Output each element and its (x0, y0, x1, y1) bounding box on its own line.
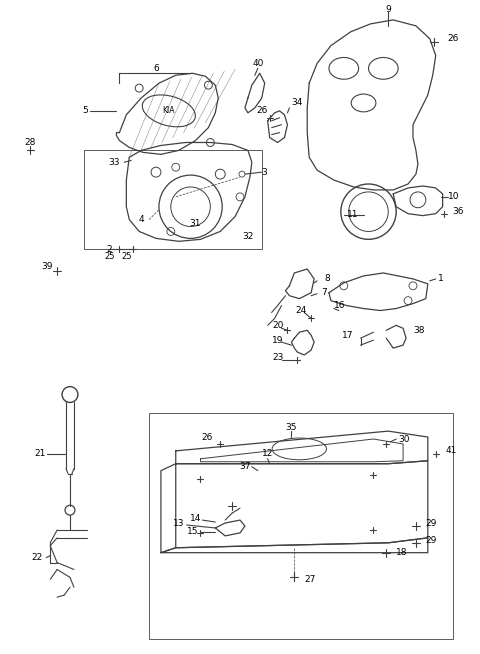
Text: 32: 32 (242, 232, 253, 241)
Text: 31: 31 (190, 219, 201, 228)
Text: 26: 26 (201, 432, 212, 441)
Text: 4: 4 (138, 215, 144, 224)
Text: 14: 14 (190, 513, 201, 523)
Text: 19: 19 (272, 336, 283, 345)
Text: 22: 22 (32, 553, 43, 562)
Text: 7: 7 (321, 288, 327, 297)
Text: 40: 40 (252, 59, 264, 68)
Text: 27: 27 (304, 575, 316, 584)
Bar (149, 413, 454, 639)
Text: 6: 6 (153, 64, 159, 73)
Text: 13: 13 (173, 519, 184, 528)
Text: 1: 1 (438, 275, 444, 283)
Text: 26: 26 (447, 34, 459, 43)
Text: 16: 16 (334, 301, 346, 310)
Text: 11: 11 (347, 210, 359, 219)
Text: 24: 24 (296, 306, 307, 315)
Text: 37: 37 (239, 462, 251, 471)
Text: 28: 28 (24, 138, 36, 147)
Text: 9: 9 (385, 5, 391, 14)
Text: 33: 33 (108, 158, 120, 167)
Text: 2: 2 (107, 245, 112, 254)
Bar (84, 150, 262, 249)
Text: 29: 29 (426, 519, 437, 528)
Text: 36: 36 (453, 207, 464, 216)
Text: 8: 8 (324, 275, 330, 283)
Text: KIA: KIA (163, 107, 175, 115)
Text: 26: 26 (256, 107, 267, 115)
Text: 15: 15 (187, 527, 198, 536)
Text: 23: 23 (272, 353, 283, 362)
Text: 25: 25 (104, 252, 115, 261)
Text: 38: 38 (413, 326, 424, 335)
Text: 25: 25 (121, 252, 132, 261)
Text: 35: 35 (286, 422, 297, 432)
Text: 17: 17 (342, 331, 354, 339)
Text: 34: 34 (291, 99, 303, 107)
Text: 18: 18 (396, 548, 408, 557)
Text: 12: 12 (262, 449, 274, 458)
Text: 3: 3 (262, 167, 267, 177)
Text: 29: 29 (426, 536, 437, 545)
Text: 30: 30 (398, 434, 409, 443)
Text: 10: 10 (447, 192, 459, 201)
Text: 20: 20 (272, 321, 283, 330)
Text: 39: 39 (41, 262, 53, 271)
Text: 41: 41 (445, 447, 457, 455)
Text: 21: 21 (35, 449, 46, 458)
Text: 5: 5 (82, 107, 88, 115)
